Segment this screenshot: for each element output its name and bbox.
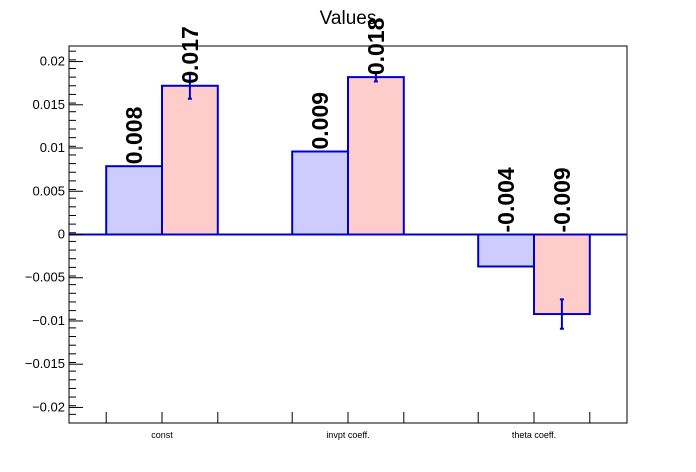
category-label: theta coeff. xyxy=(512,430,556,440)
y-tick-label: −0.005 xyxy=(25,270,65,285)
y-tick-label: 0.02 xyxy=(40,54,65,69)
data-label: 0.017 xyxy=(177,26,203,84)
y-tick-label: −0.015 xyxy=(25,356,65,371)
data-label: 0.018 xyxy=(363,17,389,75)
data-label: 0.009 xyxy=(307,92,333,150)
bar xyxy=(291,150,350,236)
data-label: -0.004 xyxy=(493,167,519,232)
y-tick-label: 0.01 xyxy=(40,140,65,155)
bar xyxy=(347,76,405,236)
category-label: const xyxy=(151,430,173,440)
category-label: invpt coeff. xyxy=(326,430,369,440)
data-label: 0.008 xyxy=(121,106,147,164)
bar xyxy=(477,233,536,268)
data-label: -0.009 xyxy=(549,167,575,232)
y-tick-label: −0.01 xyxy=(32,313,65,328)
y-tick-label: 0.005 xyxy=(32,183,65,198)
y-tick-label: 0 xyxy=(58,227,65,242)
bar xyxy=(161,84,219,236)
y-tick-label: 0.015 xyxy=(32,97,65,112)
y-tick-label: −0.02 xyxy=(32,399,65,414)
chart-title: Values xyxy=(320,8,377,29)
bar xyxy=(105,165,163,236)
